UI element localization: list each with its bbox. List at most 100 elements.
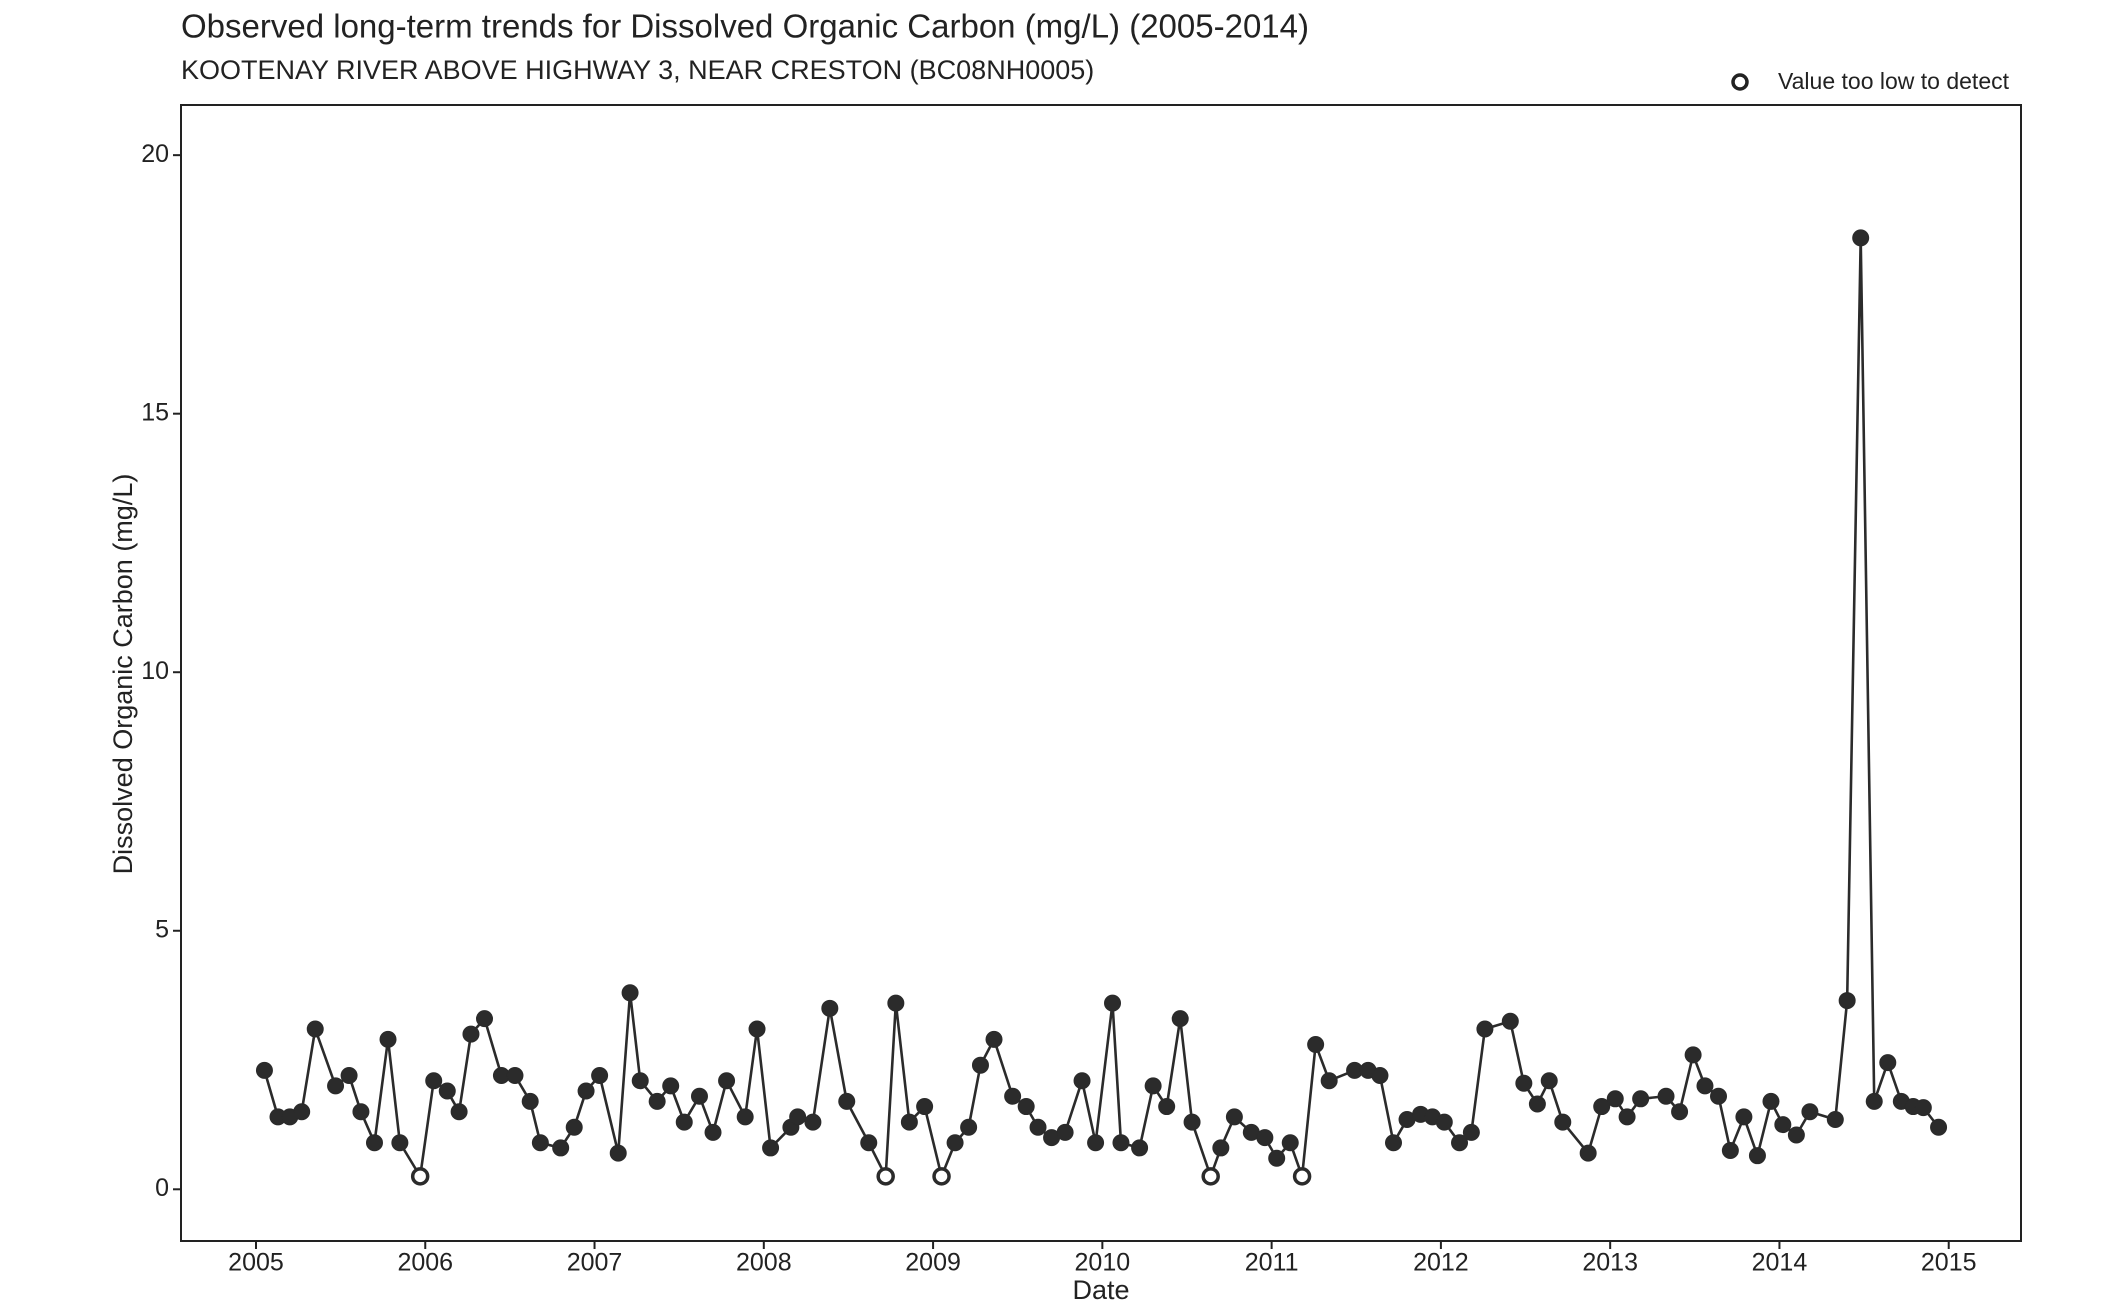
data-line — [263, 237, 1940, 1182]
data-point — [425, 1072, 443, 1090]
data-point — [506, 1067, 524, 1085]
x-tick-label: 2012 — [1413, 1249, 1469, 1277]
x-tick-label: 2010 — [1075, 1249, 1131, 1277]
x-tick-label: 2008 — [736, 1249, 792, 1277]
data-point — [1307, 1036, 1325, 1054]
x-tick-label: 2009 — [905, 1249, 961, 1277]
data-point — [591, 1067, 609, 1085]
data-point — [476, 1010, 494, 1028]
x-tick-label: 2015 — [1921, 1249, 1977, 1277]
data-point — [1826, 1110, 1844, 1128]
data-point — [1281, 1134, 1299, 1152]
data-point — [821, 999, 839, 1017]
data-point — [1554, 1113, 1572, 1131]
data-point — [609, 1144, 627, 1162]
data-point — [1501, 1012, 1519, 1030]
data-point — [1256, 1129, 1274, 1147]
data-point — [1774, 1116, 1792, 1134]
x-tick-label: 2007 — [567, 1249, 623, 1277]
data-point — [960, 1118, 978, 1136]
chart-title: Observed long-term trends for Dissolved … — [181, 8, 1309, 45]
data-point — [1540, 1072, 1558, 1090]
data-point — [552, 1139, 570, 1157]
data-point — [887, 994, 905, 1012]
data-point — [762, 1139, 780, 1157]
censored-point — [1201, 1167, 1220, 1186]
data-point — [1056, 1123, 1074, 1141]
data-point — [900, 1113, 918, 1131]
data-point — [648, 1092, 666, 1110]
data-point — [1131, 1139, 1149, 1157]
data-point — [327, 1077, 345, 1095]
data-point — [631, 1072, 649, 1090]
x-tick-label: 2013 — [1582, 1249, 1638, 1277]
data-point — [718, 1072, 736, 1090]
x-tick-label: 2005 — [228, 1249, 284, 1277]
data-point — [971, 1056, 989, 1074]
data-point — [352, 1103, 370, 1121]
x-axis-label: Date — [1072, 1275, 1129, 1305]
data-point — [1593, 1098, 1611, 1116]
data-point — [365, 1134, 383, 1152]
censored-point — [932, 1167, 951, 1186]
data-point — [565, 1118, 583, 1136]
data-point — [1462, 1123, 1480, 1141]
data-point — [1451, 1134, 1469, 1152]
data-point — [1087, 1134, 1105, 1152]
y-tick-label: 0 — [155, 1174, 169, 1202]
data-point — [1171, 1010, 1189, 1028]
data-point — [1762, 1092, 1780, 1110]
data-point — [1930, 1118, 1948, 1136]
data-point — [1435, 1113, 1453, 1131]
data-point — [748, 1020, 766, 1038]
data-point — [1320, 1072, 1338, 1090]
data-point — [1183, 1113, 1201, 1131]
data-point — [1748, 1147, 1766, 1165]
data-point — [1914, 1099, 1932, 1117]
data-point — [1852, 229, 1870, 247]
data-point — [1710, 1087, 1728, 1105]
y-tick-label: 20 — [141, 140, 169, 168]
data-point — [1528, 1095, 1546, 1113]
y-tick-label: 10 — [141, 657, 169, 685]
data-point — [1268, 1149, 1286, 1167]
data-point — [1073, 1072, 1091, 1090]
data-point — [789, 1108, 807, 1126]
data-point — [704, 1123, 722, 1141]
x-tick-label: 2011 — [1245, 1249, 1299, 1277]
data-point — [1735, 1108, 1753, 1126]
x-tick-label: 2014 — [1752, 1249, 1808, 1277]
x-tick-label: 2006 — [397, 1249, 453, 1277]
data-point — [1515, 1074, 1533, 1092]
data-point — [838, 1092, 856, 1110]
data-point — [1606, 1090, 1624, 1108]
data-point — [1476, 1020, 1494, 1038]
data-point — [1158, 1098, 1176, 1116]
data-point — [1371, 1067, 1389, 1085]
data-point — [391, 1134, 409, 1152]
data-point — [293, 1103, 311, 1121]
data-point — [1865, 1092, 1883, 1110]
data-point — [675, 1113, 693, 1131]
data-point — [462, 1025, 480, 1043]
plot-frame — [180, 104, 2022, 1242]
data-point — [985, 1030, 1003, 1048]
data-point — [1579, 1144, 1597, 1162]
data-point — [1225, 1108, 1243, 1126]
y-tick-label: 15 — [141, 398, 169, 426]
chart-subtitle: KOOTENAY RIVER ABOVE HIGHWAY 3, NEAR CRE… — [181, 55, 1094, 85]
data-point — [1104, 994, 1122, 1012]
data-point — [916, 1098, 934, 1116]
data-point — [690, 1087, 708, 1105]
legend-symbol — [1731, 73, 1749, 91]
data-point — [860, 1134, 878, 1152]
data-point — [1838, 992, 1856, 1010]
data-point — [804, 1113, 822, 1131]
data-point — [1787, 1126, 1805, 1144]
legend-label: Value too low to detect — [1778, 68, 2010, 94]
data-point — [521, 1092, 539, 1110]
data-point — [340, 1067, 358, 1085]
censored-point — [876, 1167, 895, 1186]
y-axis-label: Dissolved Organic Carbon (mg/L) — [108, 474, 138, 875]
